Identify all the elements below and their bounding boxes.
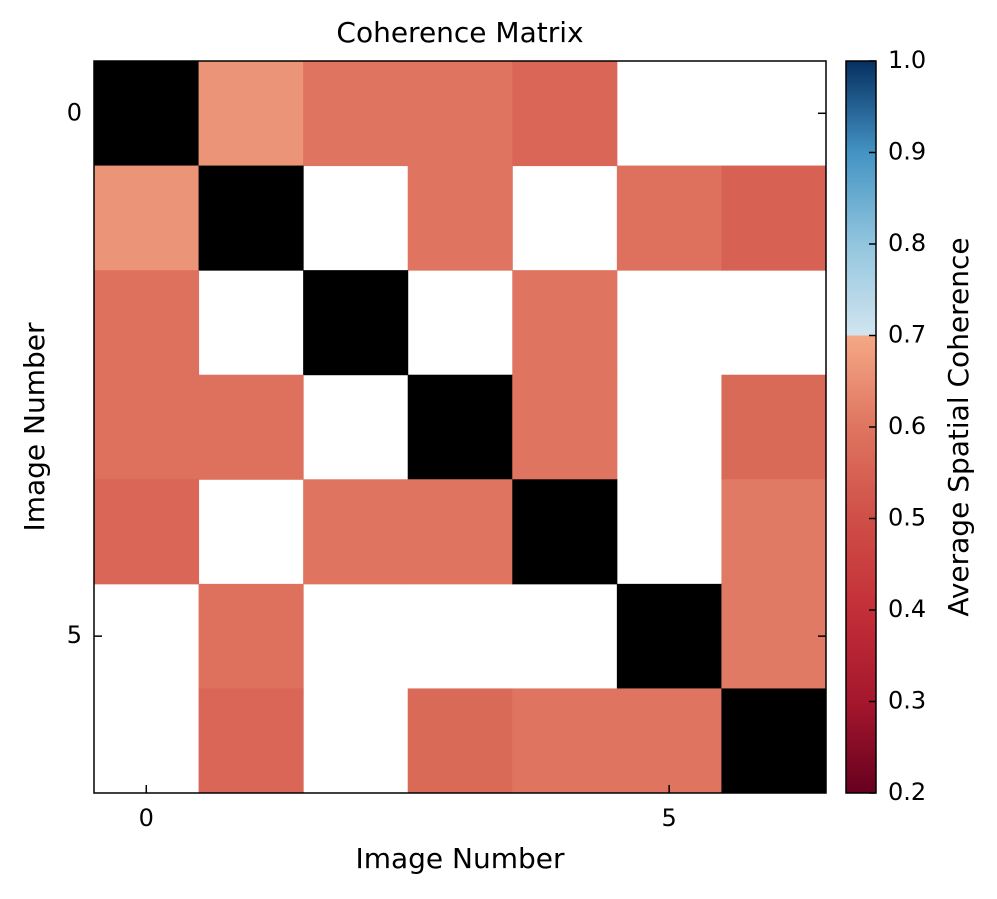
- cell: [616, 688, 722, 794]
- cell: [198, 583, 304, 689]
- colorbar-tick-label: 1.0: [888, 46, 926, 74]
- colorbar-tick-label: 0.8: [888, 229, 926, 257]
- cell: [94, 479, 200, 585]
- colorbar-tick-label: 0.9: [888, 138, 926, 166]
- diagonal-cell: [616, 583, 722, 689]
- cell: [407, 688, 513, 794]
- cell: [407, 165, 513, 271]
- diagonal-cell: [721, 688, 827, 794]
- colorbar-tick-label: 0.3: [888, 687, 926, 715]
- diagonal-cell: [94, 61, 200, 167]
- chart-title: Coherence Matrix: [336, 16, 583, 49]
- cell: [512, 61, 618, 167]
- cell: [198, 374, 304, 480]
- colorbar-tick-label: 0.2: [888, 778, 926, 806]
- y-tick-label: 5: [67, 621, 82, 649]
- colorbar-tick-label: 0.6: [888, 412, 926, 440]
- cell: [303, 479, 409, 585]
- x-axis-label: Image Number: [355, 842, 565, 875]
- cell: [512, 270, 618, 376]
- diagonal-cell: [512, 479, 618, 585]
- cell: [721, 374, 827, 480]
- cell: [512, 374, 618, 480]
- cell: [512, 688, 618, 794]
- cell: [407, 479, 513, 585]
- cell: [616, 165, 722, 271]
- cell: [198, 688, 304, 794]
- colorbar-tick-label: 0.5: [888, 504, 926, 532]
- cell: [721, 479, 827, 585]
- colorbar-label: Average Spatial Coherence: [942, 237, 975, 616]
- cell: [721, 165, 827, 271]
- cell: [407, 61, 513, 167]
- cell: [94, 165, 200, 271]
- colorbar-tick-label: 0.4: [888, 595, 926, 623]
- x-tick-label: 5: [662, 804, 677, 832]
- y-tick-label: 0: [67, 98, 82, 126]
- cell: [721, 583, 827, 689]
- y-axis-label: Image Number: [18, 322, 51, 532]
- cell: [303, 61, 409, 167]
- diagonal-cell: [303, 270, 409, 376]
- diagonal-cell: [198, 165, 304, 271]
- diagonal-cell: [407, 374, 513, 480]
- cell: [198, 61, 304, 167]
- cell: [94, 270, 200, 376]
- colorbar-tick-label: 0.7: [888, 321, 926, 349]
- x-tick-label: 0: [139, 804, 154, 832]
- cell: [94, 374, 200, 480]
- plot-frame: [93, 60, 827, 794]
